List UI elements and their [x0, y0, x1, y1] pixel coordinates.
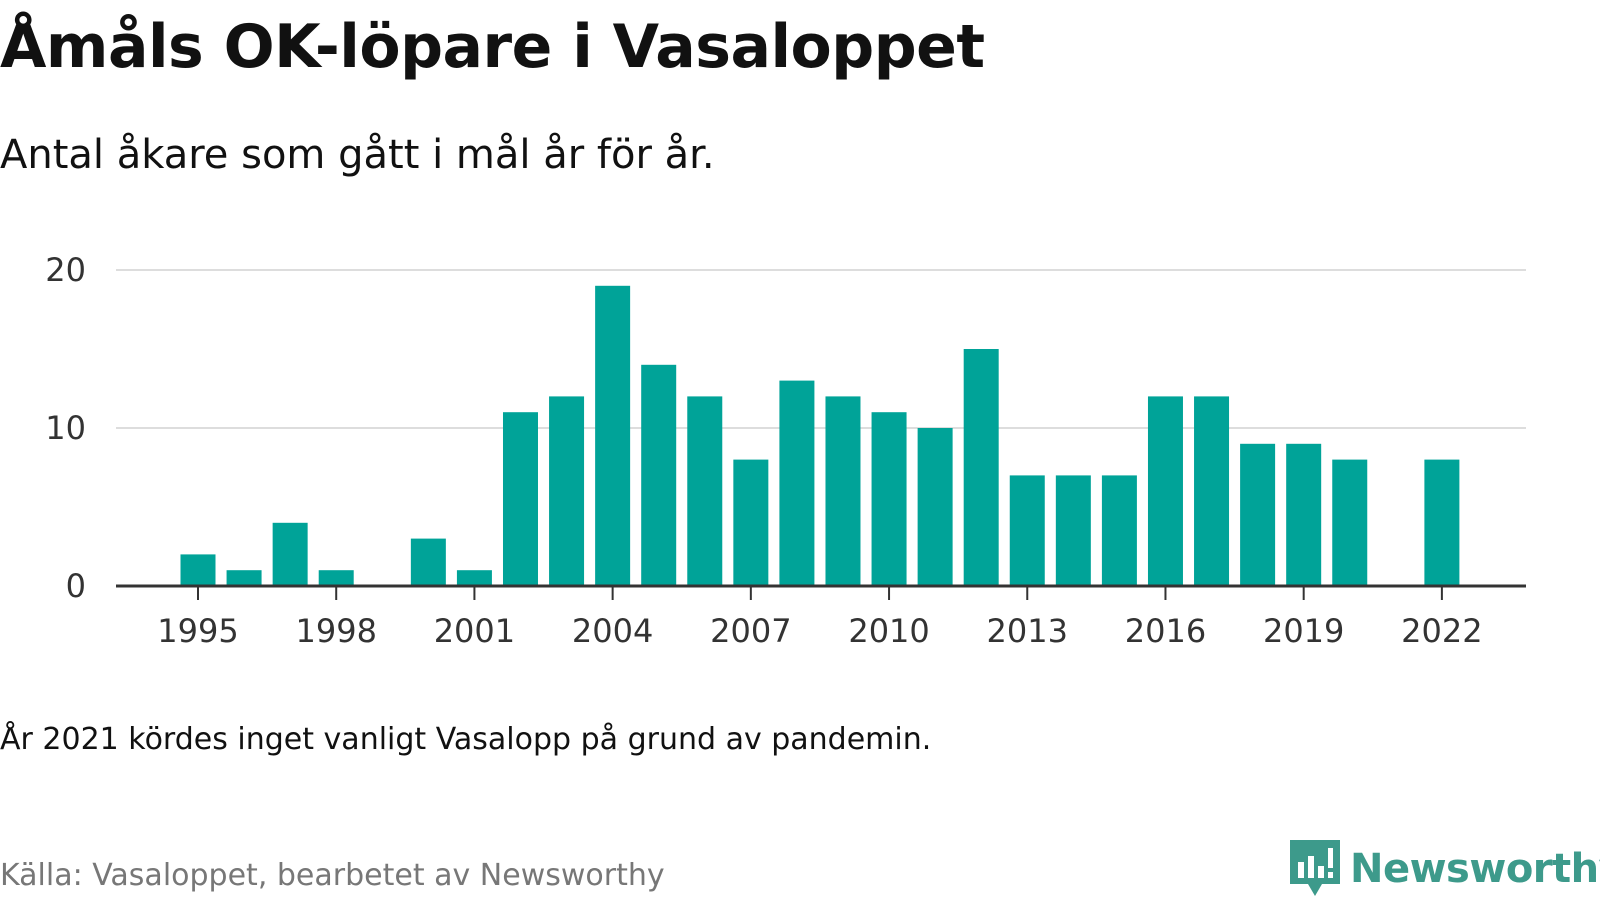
x-tick-label: 2004 — [572, 612, 653, 650]
bar-2008 — [779, 380, 815, 586]
newsworthy-logo-icon — [1290, 840, 1340, 896]
chart-note: År 2021 kördes inget vanligt Vasalopp på… — [0, 722, 932, 757]
source-text: Källa: Vasaloppet, bearbetet av Newswort… — [0, 858, 665, 893]
chart-title: Åmåls OK-löpare i Vasaloppet — [0, 12, 985, 82]
bar-2004 — [595, 285, 631, 586]
bar-2014 — [1055, 475, 1091, 586]
bar-2022 — [1424, 459, 1460, 586]
brand-logo[interactable]: Newsworthy — [1290, 840, 1600, 898]
bar-2019 — [1286, 443, 1322, 586]
x-tick-label: 2010 — [848, 612, 929, 650]
x-tick-label: 1998 — [295, 612, 376, 650]
bar-2007 — [733, 459, 769, 586]
bar-2020 — [1332, 459, 1368, 586]
bar-1996 — [226, 570, 262, 586]
x-tick-label: 1995 — [157, 612, 238, 650]
x-tick-label: 2007 — [710, 612, 791, 650]
x-tick-label: 2016 — [1125, 612, 1206, 650]
bar-2006 — [687, 396, 723, 586]
bar-1998 — [318, 570, 354, 586]
bar-2001 — [456, 570, 492, 586]
bar-2016 — [1147, 396, 1183, 586]
chart-subtitle: Antal åkare som gått i mål år för år. — [0, 132, 715, 178]
bar-2011 — [917, 428, 953, 586]
bar-chart: 0 10 20 1995 1998 2001 2004 2007 2010 2013 2016 201… — [45, 251, 1526, 650]
bar-1997 — [272, 522, 308, 586]
y-tick-label: 10 — [45, 409, 86, 447]
x-tick-label: 2013 — [987, 612, 1068, 650]
bar-2002 — [502, 412, 538, 586]
bar-2018 — [1240, 443, 1276, 586]
x-tick-label: 2022 — [1401, 612, 1482, 650]
bar-2009 — [825, 396, 861, 586]
bar-2013 — [1009, 475, 1045, 586]
bar-2005 — [641, 364, 677, 586]
bar-2017 — [1194, 396, 1230, 586]
x-tick-label: 2001 — [434, 612, 515, 650]
x-tick-label: 2019 — [1263, 612, 1344, 650]
bar-2003 — [549, 396, 585, 586]
bar-2015 — [1101, 475, 1137, 586]
bar-2012 — [963, 349, 999, 586]
bar-2010 — [871, 412, 907, 586]
brand-name: Newsworthy — [1350, 846, 1600, 892]
bar-2000 — [410, 538, 446, 586]
y-tick-label: 0 — [66, 567, 86, 605]
bar-1995 — [180, 554, 216, 586]
y-tick-label: 20 — [45, 251, 86, 289]
